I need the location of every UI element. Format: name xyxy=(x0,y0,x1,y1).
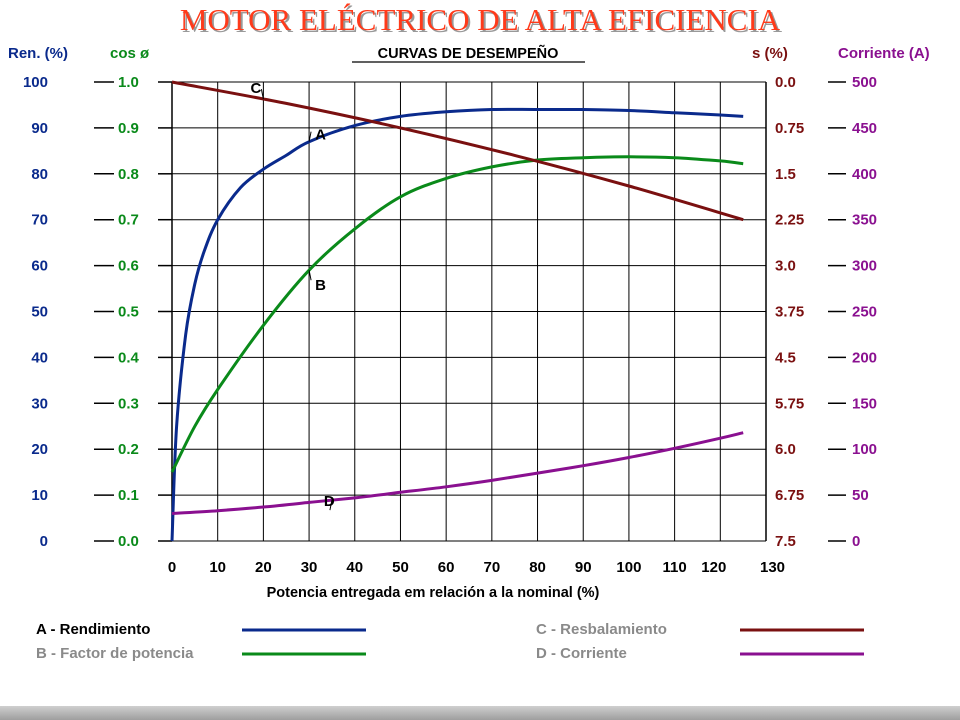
x-tick-label: 100 xyxy=(616,559,641,576)
y-tick-label-ren: 20 xyxy=(31,441,48,458)
axis-title-slip: s (%) xyxy=(752,45,788,62)
series-line-C xyxy=(171,80,744,222)
y-tick-label-ren: 10 xyxy=(31,487,48,504)
x-tick-label: 90 xyxy=(575,559,592,576)
y-tick-label-cos: 0.4 xyxy=(118,349,140,366)
y-tick-label-slip: 0.0 xyxy=(775,74,796,91)
y-tick-label-amp: 450 xyxy=(852,120,877,137)
legend-label: C - Resbalamiento xyxy=(536,621,667,638)
y-tick-label-amp: 400 xyxy=(852,166,877,183)
y-tick-label-ren: 100 xyxy=(23,74,48,91)
legend-label: A - Rendimiento xyxy=(36,621,150,638)
annotation-letter-B: B xyxy=(315,277,326,294)
axis-title-amp: Corriente (A) xyxy=(838,45,930,62)
series-line-B xyxy=(170,155,744,473)
y-tick-label-slip: 2.25 xyxy=(775,212,804,229)
y-tick-label-ren: 0 xyxy=(40,533,48,550)
y-tick-label-amp: 500 xyxy=(852,74,877,91)
x-tick-label: 120 xyxy=(701,559,726,576)
y-tick-label-ren: 90 xyxy=(31,120,48,137)
y-tick-label-cos: 0.1 xyxy=(118,487,139,504)
y-tick-label-cos: 0.6 xyxy=(118,258,139,275)
x-tick-label: 80 xyxy=(529,559,546,576)
x-axis-label: Potencia entregada em relación a la nomi… xyxy=(267,585,600,601)
x-tick-label: 70 xyxy=(484,559,501,576)
y-tick-label-slip: 4.5 xyxy=(775,349,796,366)
annotation-letter-C: C xyxy=(251,80,262,97)
y-tick-label-cos: 0.5 xyxy=(118,304,139,321)
y-tick-label-ren: 80 xyxy=(31,166,48,183)
annotation-leader xyxy=(260,89,264,100)
x-tick-label: 60 xyxy=(438,559,455,576)
page-title: MOTOR ELÉCTRICO DE ALTA EFICIENCIA xyxy=(179,2,781,37)
window-bottom-bar xyxy=(0,706,960,720)
annotation-letter-A: A xyxy=(315,127,326,144)
series-line-D xyxy=(171,431,744,515)
annotation-leader xyxy=(308,131,312,142)
axis-title-ren: Ren. (%) xyxy=(8,45,68,62)
x-tick-label: 40 xyxy=(346,559,363,576)
x-tick-label: 30 xyxy=(301,559,318,576)
axis-title-cos: cos ø xyxy=(110,45,150,62)
y-tick-label-cos: 0.3 xyxy=(118,395,139,412)
y-tick-label-ren: 30 xyxy=(31,395,48,412)
y-tick-label-ren: 50 xyxy=(31,304,48,321)
y-tick-label-ren: 70 xyxy=(31,212,48,229)
y-tick-label-slip: 6.0 xyxy=(775,441,796,458)
x-tick-label: 130 xyxy=(760,559,785,576)
annotation-leader xyxy=(329,500,333,511)
y-tick-label-amp: 350 xyxy=(852,212,877,229)
y-tick-label-slip: 6.75 xyxy=(775,487,804,504)
x-tick-label: 20 xyxy=(255,559,272,576)
x-tick-label: 0 xyxy=(168,559,176,576)
chart-title: CURVAS DE DESEMPEÑO xyxy=(378,44,559,62)
y-tick-label-amp: 150 xyxy=(852,395,877,412)
y-tick-label-amp: 0 xyxy=(852,533,860,550)
y-tick-label-cos: 0.2 xyxy=(118,441,139,458)
annotation-letter-D: D xyxy=(324,493,335,510)
y-tick-label-slip: 3.75 xyxy=(775,304,804,321)
y-tick-label-amp: 250 xyxy=(852,304,877,321)
y-tick-label-amp: 300 xyxy=(852,258,877,275)
y-tick-label-slip: 3.0 xyxy=(775,258,796,275)
legend-label: D - Corriente xyxy=(536,645,627,662)
y-tick-label-ren: 40 xyxy=(31,349,48,366)
y-tick-label-cos: 0.8 xyxy=(118,166,139,183)
series-line-A xyxy=(170,107,744,542)
y-tick-label-slip: 1.5 xyxy=(775,166,796,183)
x-tick-label: 10 xyxy=(209,559,226,576)
y-tick-label-cos: 0.0 xyxy=(118,533,139,550)
x-tick-label: 50 xyxy=(392,559,409,576)
y-tick-label-slip: 0.75 xyxy=(775,120,804,137)
legend-label: B - Factor de potencia xyxy=(36,645,194,662)
y-tick-label-amp: 100 xyxy=(852,441,877,458)
y-tick-label-slip: 7.5 xyxy=(775,533,796,550)
annotation-leader xyxy=(308,270,312,281)
x-tick-label: 110 xyxy=(663,559,687,576)
y-tick-label-amp: 50 xyxy=(852,487,869,504)
y-tick-label-cos: 0.7 xyxy=(118,212,139,229)
y-tick-label-slip: 5.75 xyxy=(775,395,804,412)
y-tick-label-cos: 0.9 xyxy=(118,120,139,137)
y-tick-label-cos: 1.0 xyxy=(118,74,139,91)
y-tick-label-ren: 60 xyxy=(31,258,48,275)
y-tick-label-amp: 200 xyxy=(852,349,877,366)
